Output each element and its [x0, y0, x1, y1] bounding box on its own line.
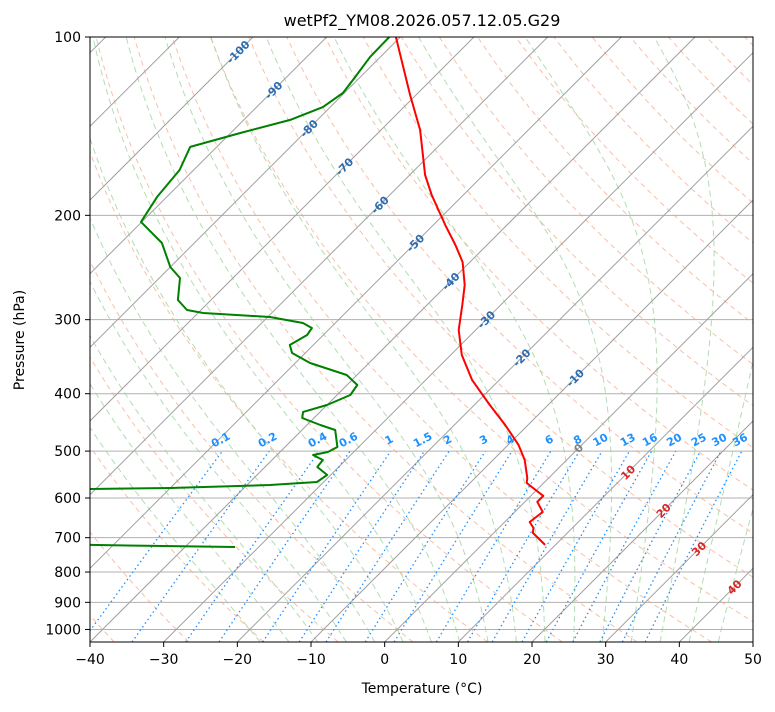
- mixing-ratio-label: 0.4: [306, 430, 330, 451]
- moist-adiabats: [0, 37, 775, 642]
- isotherm-label: -100: [224, 38, 253, 67]
- y-tick-label: 100: [54, 30, 81, 46]
- mixing-ratio-label: 0.1: [209, 430, 232, 451]
- x-tick-label: −10: [296, 652, 326, 668]
- moist-adiabat-line: [525, 37, 657, 642]
- moist-adiabat-line: [165, 37, 488, 642]
- pressure-gridlines: [90, 37, 753, 629]
- isotherm-line: [0, 37, 400, 642]
- y-tick-label: 600: [54, 491, 81, 507]
- y-tick-label: 400: [54, 387, 81, 403]
- x-tick-label: 50: [744, 652, 762, 668]
- y-tick-label: 800: [54, 565, 81, 581]
- mixing-ratio-label: 16: [640, 431, 660, 450]
- mixing-ratio-line: [263, 451, 391, 642]
- isotherm-line: [458, 37, 775, 642]
- mixing-ratio-line: [326, 451, 449, 642]
- isotherm-line: [90, 37, 695, 642]
- y-tick-label: 200: [54, 208, 81, 224]
- mixing-ratio-line: [394, 451, 512, 642]
- dry-adiabat-line: [707, 37, 775, 642]
- x-tick-label: −40: [75, 652, 105, 668]
- x-tick-label: 0: [380, 652, 389, 668]
- dry-adiabat-line: [0, 37, 264, 642]
- y-tick-label: 1000: [45, 622, 81, 638]
- moist-adiabat-line: [38, 37, 375, 642]
- moist-adiabat-line: [64, 37, 403, 642]
- x-tick-label: 40: [670, 652, 688, 668]
- y-tick-label: 900: [54, 595, 81, 611]
- dry-adiabat-line: [592, 37, 775, 642]
- x-tick-label: −20: [223, 652, 253, 668]
- y-tick-label: 700: [54, 531, 81, 547]
- mixing-ratio-label: 6: [543, 432, 556, 447]
- isotherm-line: [0, 37, 253, 642]
- dry-adiabat-line: [58, 37, 488, 642]
- mixing-ratio-label: 2: [441, 432, 454, 447]
- mixing-ratio-line: [365, 451, 485, 642]
- dry-adiabat-line: [668, 37, 775, 642]
- chart-title: wetPf2_YM08.2026.057.12.05.G29: [284, 11, 561, 31]
- isotherm-line: [753, 37, 775, 642]
- mixing-ratio-line: [299, 451, 424, 642]
- moist-adiabat-line: [419, 37, 612, 642]
- dry-adiabat-line: [20, 37, 413, 642]
- dry-adiabat-line: [96, 37, 562, 642]
- isotherm-line: [164, 37, 769, 642]
- x-axis-label: Temperature (°C): [361, 681, 483, 697]
- dry-adiabat-line: [745, 37, 775, 642]
- y-tick-label: 500: [54, 444, 81, 460]
- y-axis-ticks: 100 200 300 400 500 600 700 800 900 1000: [45, 30, 90, 638]
- x-tick-label: 30: [597, 652, 615, 668]
- dry-adiabat-line: [134, 37, 637, 642]
- isotherm-line: [385, 37, 775, 642]
- moist-adiabat-line: [0, 37, 318, 642]
- dry-adiabat-line: [439, 37, 775, 642]
- mixing-ratio-label: 1.5: [411, 430, 434, 451]
- isotherm-line: [0, 37, 474, 642]
- mixing-ratio-line: [600, 451, 701, 642]
- mixing-ratio-label: 3: [477, 432, 490, 447]
- mixing-ratio-line: [546, 451, 651, 642]
- dry-adiabat-line: [478, 37, 775, 642]
- x-axis-ticks: −40 −30 −20 −10 0 10 20 30 40 50: [75, 642, 762, 668]
- dry-adiabat-line: [0, 37, 338, 642]
- x-tick-label: 10: [449, 652, 467, 668]
- y-axis-label: Pressure (hPa): [12, 290, 28, 390]
- x-tick-label: 20: [523, 652, 541, 668]
- mixing-ratio-label: 30: [710, 431, 730, 450]
- dry-adiabat-line: [0, 37, 189, 642]
- sounding-series: [90, 37, 545, 547]
- mixing-ratio-label: 1: [383, 432, 396, 447]
- moist-adiabat-line: [0, 37, 260, 642]
- x-tick-label: −30: [149, 652, 179, 668]
- isotherm-line: [532, 37, 775, 642]
- mixing-ratio-label: 0.2: [256, 430, 279, 451]
- temperature-profile-line: [396, 37, 545, 545]
- isotherm-label: -90: [262, 79, 285, 102]
- mixing-ratio-label: 25: [689, 431, 709, 450]
- moist-adiabat-line: [718, 37, 775, 642]
- dry-adiabat-line: [516, 37, 775, 642]
- isotherm-line: [0, 37, 327, 642]
- mixing-ratio-label: 13: [618, 431, 638, 450]
- y-tick-label: 300: [54, 313, 81, 329]
- mixing-ratio-label: 0.6: [337, 430, 361, 451]
